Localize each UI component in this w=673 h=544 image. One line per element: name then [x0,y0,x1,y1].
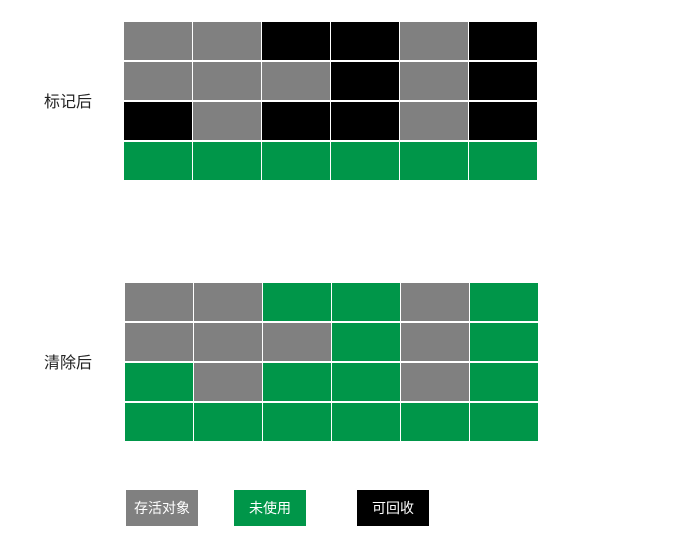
after-mark-cell-reclaimable [331,102,400,142]
legend-free: 未使用 [234,490,306,526]
after-mark-cell-live [400,62,469,102]
after-mark-cell-live [124,22,193,62]
after-mark-cell-free [331,142,400,182]
after-mark-cell-reclaimable [124,102,193,142]
after-mark-cell-reclaimable [262,22,331,62]
after-sweep-cell-free [470,363,539,403]
after-mark-cell-live [193,22,262,62]
after-sweep-cell-live [125,323,194,363]
after-sweep-cell-free [332,283,401,323]
after-sweep-cell-live [194,363,263,403]
after-sweep-cell-free [470,323,539,363]
after-mark-cell-live [262,62,331,102]
after-mark-cell-reclaimable [331,22,400,62]
after-mark-cell-reclaimable [469,102,538,142]
after-mark-cell-live [193,62,262,102]
after-sweep-cell-live [401,283,470,323]
after-sweep-label: 清除后 [44,353,93,372]
after-sweep-cell-free [125,363,194,403]
after-mark-grid [124,21,538,182]
after-sweep-cell-free [263,283,332,323]
after-sweep-cell-free [401,403,470,443]
after-sweep-cell-free [263,403,332,443]
after-sweep-cell-free [332,323,401,363]
after-mark-cell-live [124,62,193,102]
after-sweep-cell-free [470,283,539,323]
after-sweep-cell-live [263,323,332,363]
after-mark-cell-live [193,102,262,142]
after-sweep-cell-free [470,403,539,443]
after-sweep-cell-live [401,363,470,403]
after-sweep-cell-free [263,363,332,403]
after-sweep-cell-free [332,403,401,443]
after-sweep-cell-live [401,323,470,363]
after-mark-cell-reclaimable [262,102,331,142]
after-mark-cell-free [400,142,469,182]
after-mark-cell-free [193,142,262,182]
after-sweep-cell-free [125,403,194,443]
after-sweep-cell-live [194,323,263,363]
after-mark-cell-free [124,142,193,182]
after-sweep-cell-live [194,283,263,323]
after-mark-cell-reclaimable [331,62,400,102]
after-mark-cell-reclaimable [469,22,538,62]
after-sweep-grid [125,282,539,443]
after-mark-cell-live [400,102,469,142]
after-mark-cell-live [400,22,469,62]
after-mark-label: 标记后 [44,92,93,111]
after-sweep-cell-free [194,403,263,443]
after-sweep-cell-free [332,363,401,403]
legend-reclaimable: 可回收 [357,490,429,526]
after-sweep-cell-live [125,283,194,323]
after-mark-cell-reclaimable [469,62,538,102]
legend-live: 存活对象 [126,490,198,526]
after-mark-cell-free [262,142,331,182]
after-mark-cell-free [469,142,538,182]
